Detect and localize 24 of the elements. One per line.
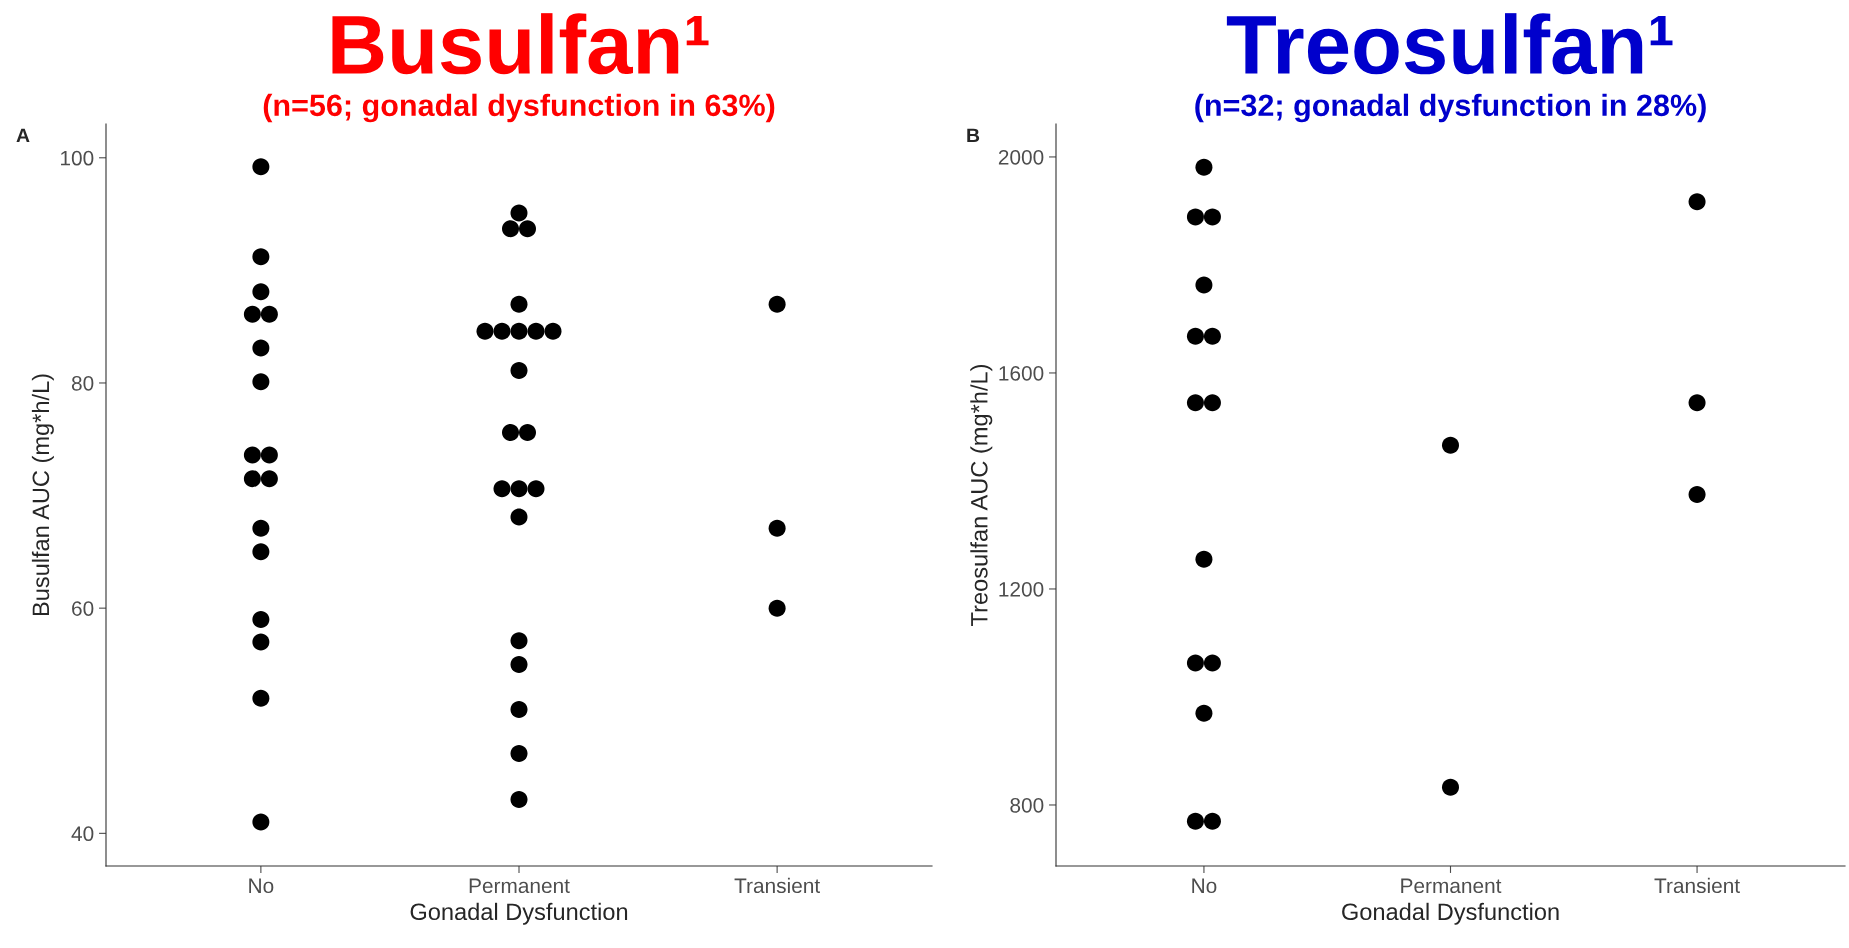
y-tick-label: 1200 [999,581,1044,597]
x-axis-title: Gonadal Dysfunction [1342,902,1559,925]
x-tick-label: Permanent [1401,878,1502,894]
chart-title: Busulfan¹ [332,13,709,75]
text: B [967,128,980,143]
chart-subtitle: (n=32; gonadal dysfunction in 28%) [1195,93,1706,123]
x-tick-label: No [249,878,274,894]
y-tick-label: 800 [1010,797,1044,813]
y-tick-label: 1600 [999,365,1044,381]
y-tick-label: 60 [72,601,94,616]
x-tick-label: Transient [734,877,821,894]
text: A [16,128,30,143]
chart-title: Treosulfan¹ [1226,13,1673,75]
chart-subtitle: (n=56; gonadal dysfunction in 63%) [263,93,775,123]
y-tick-label: 2000 [998,149,1044,165]
y-axis-title: Busulfan AUC (mg*h/L) [31,374,54,616]
y-axis-title: Treosulfan AUC (mg*h/L) [970,365,993,626]
x-tick-label: Transient [1654,877,1740,894]
y-tick-label: 40 [71,826,94,842]
x-tick-label: Permanent [469,878,570,894]
x-axis-title: Gonadal Dysfunction [410,902,628,925]
x-tick-label: No [1192,878,1217,894]
y-tick-label: 100 [61,150,94,166]
y-tick-label: 80 [71,375,94,391]
